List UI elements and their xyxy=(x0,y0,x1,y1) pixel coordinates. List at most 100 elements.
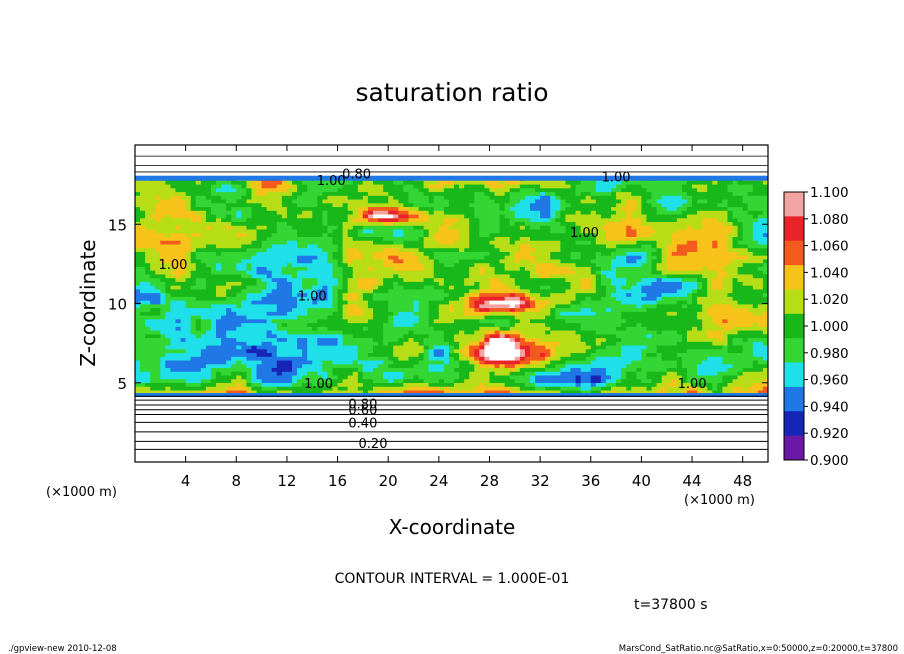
field-cell xyxy=(135,382,141,387)
field-cell xyxy=(565,262,571,267)
field-cell xyxy=(256,311,262,316)
field-cell xyxy=(190,262,197,267)
field-cell xyxy=(494,296,500,301)
field-cell xyxy=(342,277,349,282)
field-cell xyxy=(210,285,217,290)
field-cell xyxy=(443,315,450,320)
field-cell xyxy=(524,348,531,354)
field-cell xyxy=(388,184,394,189)
field-cell xyxy=(408,285,414,290)
field-cell xyxy=(337,206,344,211)
field-cell xyxy=(438,352,445,357)
field-cell xyxy=(509,378,516,384)
field-cell xyxy=(545,341,551,346)
field-cell xyxy=(514,195,521,200)
field-cell xyxy=(565,270,571,275)
field-cell xyxy=(332,303,338,309)
field-cell xyxy=(297,210,303,215)
field-cell xyxy=(165,378,171,384)
field-cell xyxy=(459,285,465,290)
field-cell xyxy=(210,337,217,342)
field-cell xyxy=(388,315,394,320)
field-cell xyxy=(185,221,192,226)
field-cell xyxy=(367,337,374,342)
field-cell xyxy=(570,382,576,387)
field-cell xyxy=(474,303,480,309)
field-cell xyxy=(302,236,308,241)
field-cell xyxy=(433,191,440,196)
field-cell xyxy=(291,195,298,200)
field-cell xyxy=(469,180,475,185)
field-cell xyxy=(469,210,475,215)
field-cell xyxy=(438,266,445,271)
field-cell xyxy=(342,236,349,241)
field-cell xyxy=(231,180,237,185)
field-cell xyxy=(175,386,181,391)
field-cell xyxy=(388,187,394,193)
field-cell xyxy=(555,274,561,279)
field-cell xyxy=(423,303,430,309)
field-cell xyxy=(550,277,556,282)
field-cell xyxy=(438,259,445,264)
field-cell xyxy=(266,270,273,275)
field-cell xyxy=(509,390,516,395)
field-cell xyxy=(383,259,389,264)
field-cell xyxy=(347,356,354,361)
field-cell xyxy=(383,367,389,372)
field-cell xyxy=(403,210,409,215)
field-cell xyxy=(261,371,268,376)
field-cell xyxy=(529,326,536,331)
field-cell xyxy=(362,251,369,256)
field-cell xyxy=(342,382,349,387)
field-cell xyxy=(393,191,399,196)
field-cell xyxy=(261,240,268,245)
field-cell xyxy=(251,184,257,189)
field-cell xyxy=(352,229,359,234)
field-cell xyxy=(438,390,445,395)
field-cell xyxy=(479,311,485,316)
field-cell xyxy=(145,180,151,185)
field-cell xyxy=(337,259,344,264)
field-cell xyxy=(180,303,187,309)
field-cell xyxy=(459,255,465,260)
field-cell xyxy=(499,356,506,361)
field-cell xyxy=(291,311,298,316)
field-cell xyxy=(180,191,187,196)
field-cell xyxy=(271,337,278,342)
field-cell xyxy=(438,326,445,331)
field-cell xyxy=(464,281,470,286)
field-cell xyxy=(160,318,166,324)
field-cell xyxy=(266,315,273,320)
field-cell xyxy=(529,195,536,200)
field-cell xyxy=(342,378,349,384)
field-cell xyxy=(535,206,541,211)
field-cell xyxy=(428,348,435,354)
field-cell xyxy=(342,229,349,234)
field-cell xyxy=(413,386,419,391)
field-cell xyxy=(276,195,283,200)
field-cell xyxy=(221,296,227,301)
field-cell xyxy=(150,281,156,286)
field-cell xyxy=(545,322,551,327)
field-cell xyxy=(266,202,273,208)
field-cell xyxy=(398,285,404,290)
field-cell xyxy=(514,221,521,226)
field-cell xyxy=(342,292,349,297)
field-cell xyxy=(195,244,202,249)
field-cell xyxy=(469,333,475,339)
field-cell xyxy=(231,184,237,189)
field-cell xyxy=(413,390,419,395)
field-cell xyxy=(251,274,257,279)
field-cell xyxy=(175,318,181,324)
field-cell xyxy=(357,300,364,305)
field-cell xyxy=(362,281,369,286)
field-cell xyxy=(342,202,349,208)
field-cell xyxy=(302,277,308,282)
field-cell xyxy=(514,206,521,211)
field-cell xyxy=(367,199,374,204)
field-cell xyxy=(535,300,541,305)
field-cell xyxy=(140,315,146,320)
field-cell xyxy=(307,326,313,331)
field-cell xyxy=(307,236,313,241)
field-cell xyxy=(362,348,369,354)
